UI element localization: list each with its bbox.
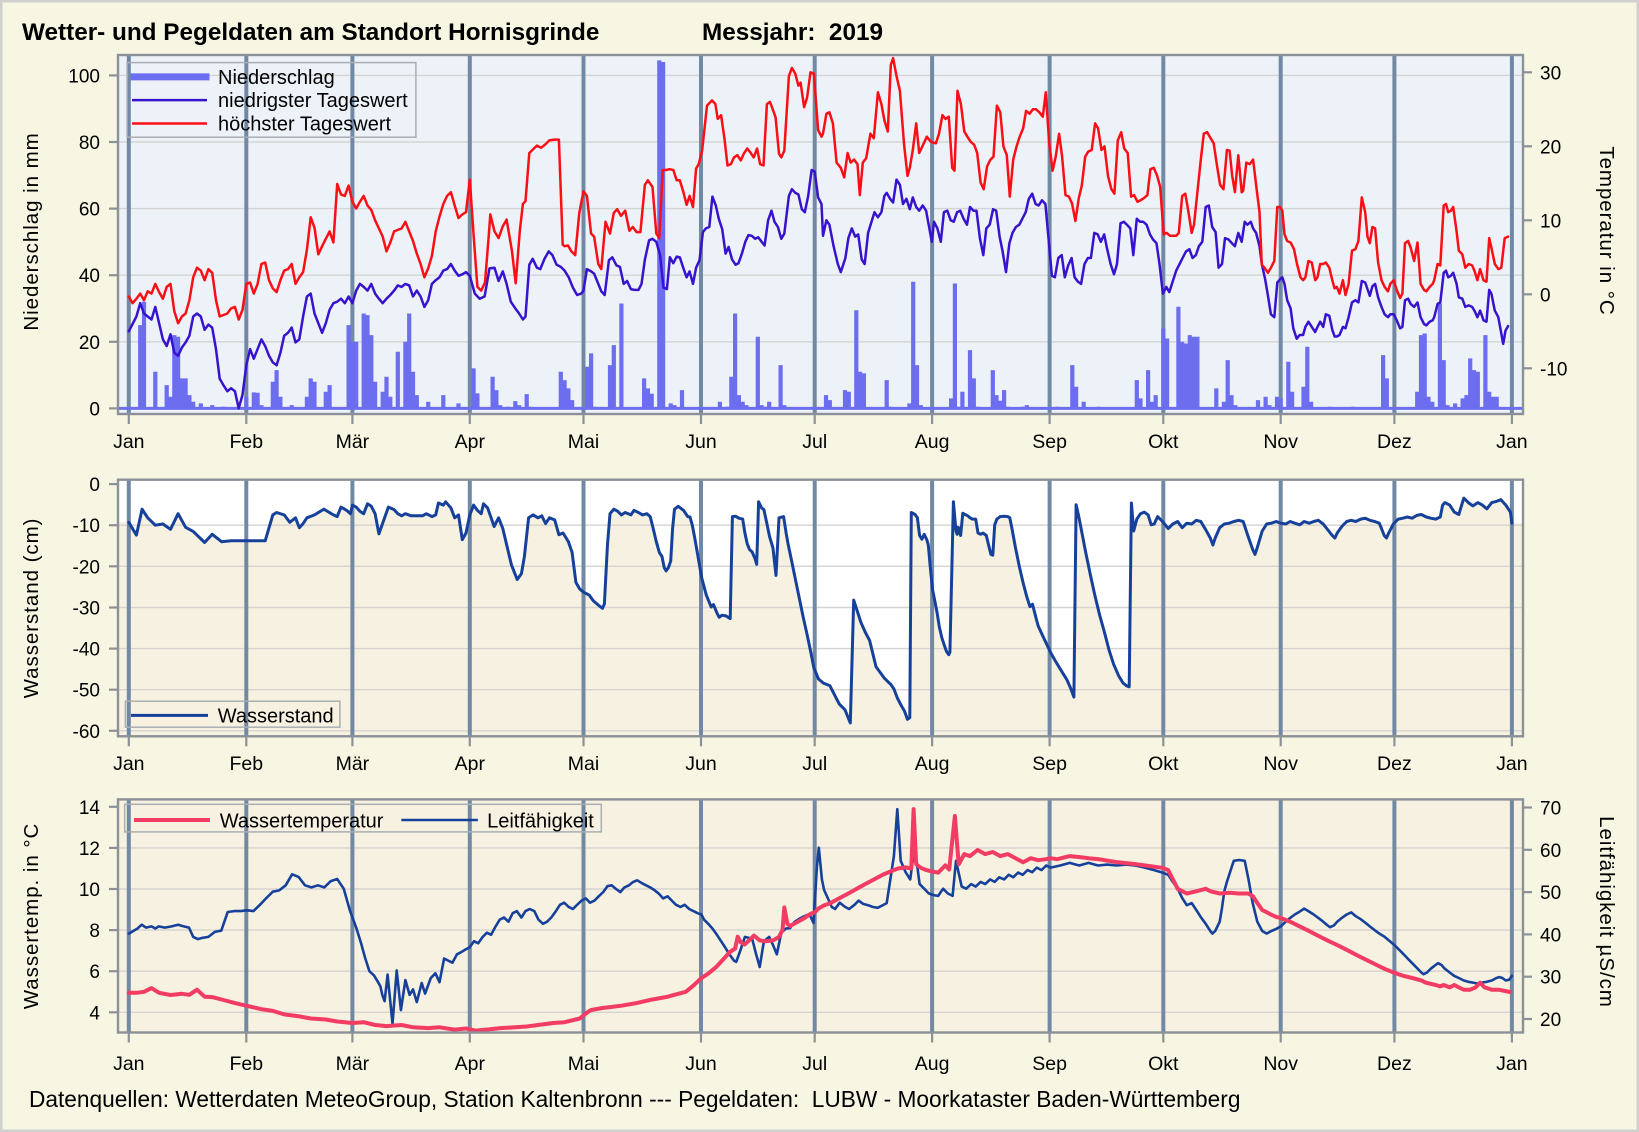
svg-text:Apr: Apr (455, 1053, 486, 1075)
svg-text:-60: -60 (73, 722, 100, 743)
svg-text:14: 14 (79, 798, 101, 819)
svg-text:Mai: Mai (568, 431, 599, 453)
svg-text:Aug: Aug (915, 431, 950, 453)
svg-text:Temperatur in °C: Temperatur in °C (1595, 146, 1618, 315)
svg-text:Mär: Mär (336, 431, 370, 453)
svg-text:4: 4 (89, 1003, 100, 1024)
svg-text:höchster Tageswert: höchster Tageswert (218, 114, 392, 136)
svg-text:Wasserstand: Wasserstand (218, 706, 334, 728)
svg-text:Feb: Feb (229, 753, 263, 775)
svg-text:20: 20 (1540, 137, 1561, 158)
svg-text:-10: -10 (1540, 359, 1567, 380)
svg-text:Jun: Jun (685, 1053, 716, 1075)
svg-text:20: 20 (1540, 1010, 1561, 1031)
svg-text:Okt: Okt (1148, 1053, 1179, 1075)
svg-text:Niederschlag: Niederschlag (218, 67, 335, 89)
svg-text:Feb: Feb (229, 1053, 263, 1075)
svg-text:30: 30 (1540, 968, 1561, 989)
svg-text:Sep: Sep (1032, 753, 1067, 775)
svg-text:Wassertemperatur: Wassertemperatur (220, 810, 384, 832)
svg-text:20: 20 (79, 333, 100, 354)
svg-text:Nov: Nov (1263, 753, 1298, 775)
svg-text:Niederschlag in mm: Niederschlag in mm (20, 132, 43, 330)
svg-text:Dez: Dez (1377, 753, 1412, 775)
svg-text:-10: -10 (73, 516, 100, 537)
svg-text:Wassertemp. in °C: Wassertemp. in °C (20, 823, 43, 1010)
svg-text:70: 70 (1540, 799, 1561, 820)
svg-text:Jul: Jul (802, 753, 827, 775)
svg-text:Okt: Okt (1148, 431, 1179, 453)
svg-text:Sep: Sep (1032, 431, 1067, 453)
svg-text:Apr: Apr (455, 431, 486, 453)
svg-text:Jul: Jul (802, 1053, 827, 1075)
svg-text:Mär: Mär (336, 753, 370, 775)
svg-text:-50: -50 (73, 681, 100, 702)
svg-text:Nov: Nov (1263, 1053, 1298, 1075)
svg-text:Wasserstand (cm): Wasserstand (cm) (20, 518, 43, 699)
svg-text:Wetter- und Pegeldaten am Stan: Wetter- und Pegeldaten am Standort Horni… (22, 19, 599, 46)
svg-text:Jun: Jun (685, 753, 716, 775)
svg-text:Aug: Aug (915, 1053, 950, 1075)
svg-text:10: 10 (79, 880, 100, 901)
svg-text:Datenquellen: Wetterdaten Mete: Datenquellen: Wetterdaten MeteoGroup, St… (29, 1086, 1240, 1112)
svg-text:Jul: Jul (802, 431, 827, 453)
svg-text:Jan: Jan (1496, 753, 1527, 775)
svg-text:60: 60 (1540, 841, 1561, 862)
svg-text:6: 6 (89, 962, 100, 983)
svg-text:Jan: Jan (1496, 1053, 1527, 1075)
svg-text:Mai: Mai (568, 753, 599, 775)
svg-text:60: 60 (79, 200, 100, 221)
svg-text:0: 0 (1540, 285, 1551, 306)
svg-text:-40: -40 (73, 640, 100, 661)
svg-text:Jan: Jan (113, 753, 144, 775)
svg-text:0: 0 (89, 399, 100, 420)
svg-text:Apr: Apr (455, 753, 486, 775)
svg-text:40: 40 (1540, 925, 1561, 946)
svg-text:-20: -20 (73, 557, 100, 578)
svg-text:Sep: Sep (1032, 1053, 1067, 1075)
svg-text:0: 0 (89, 475, 100, 496)
svg-text:Dez: Dez (1377, 431, 1412, 453)
svg-text:80: 80 (79, 133, 100, 154)
svg-text:10: 10 (1540, 211, 1561, 232)
svg-text:Aug: Aug (915, 753, 950, 775)
svg-text:12: 12 (79, 839, 100, 860)
svg-text:Leitfähigkeit µS/cm: Leitfähigkeit µS/cm (1595, 816, 1618, 1008)
svg-text:100: 100 (68, 66, 100, 87)
svg-text:Leitfähigkeit: Leitfähigkeit (487, 810, 594, 832)
svg-text:Jan: Jan (113, 431, 144, 453)
svg-text:Feb: Feb (229, 431, 263, 453)
svg-text:Dez: Dez (1377, 1053, 1412, 1075)
svg-text:Messjahr: 2019: Messjahr: 2019 (702, 19, 883, 46)
svg-text:50: 50 (1540, 883, 1561, 904)
svg-text:Jan: Jan (113, 1053, 144, 1075)
svg-text:Nov: Nov (1263, 431, 1298, 453)
svg-text:Mai: Mai (568, 1053, 599, 1075)
svg-text:30: 30 (1540, 63, 1561, 84)
svg-text:Mär: Mär (336, 1053, 370, 1075)
svg-text:-30: -30 (73, 599, 100, 620)
svg-text:Jan: Jan (1496, 431, 1527, 453)
svg-text:Okt: Okt (1148, 753, 1179, 775)
svg-text:40: 40 (79, 266, 100, 287)
svg-text:Jun: Jun (685, 431, 716, 453)
svg-text:8: 8 (89, 921, 100, 942)
svg-text:niedrigster Tageswert: niedrigster Tageswert (218, 90, 408, 112)
